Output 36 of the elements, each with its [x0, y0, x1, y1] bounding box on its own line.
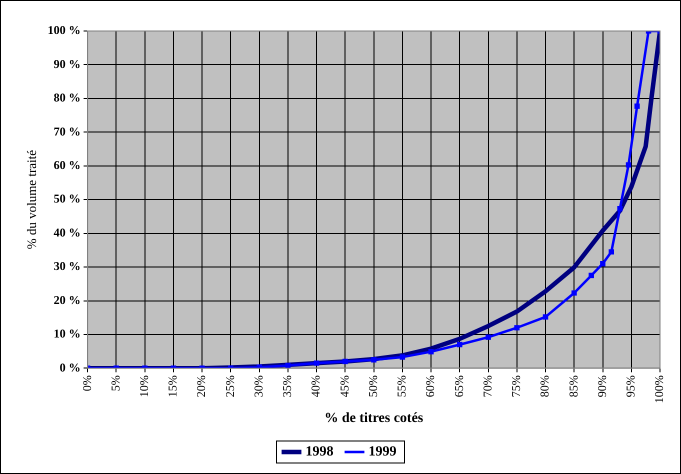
x-axis-title: % de titres cotés	[324, 411, 424, 426]
y-tick-label: 0 %	[60, 360, 81, 374]
y-tick-label: 10 %	[54, 326, 81, 341]
y-tick-label: 80 %	[54, 90, 81, 105]
x-tick-label: 65%	[452, 375, 466, 398]
y-tick-label: 70 %	[54, 124, 81, 138]
y-tick-label: 30 %	[54, 259, 81, 274]
y-tick-label: 20 %	[54, 292, 81, 307]
x-tick-label: 50%	[366, 375, 380, 398]
y-tick-label: 100 %	[48, 23, 81, 38]
legend-label: 1999	[368, 444, 396, 460]
x-tick-label: 30%	[251, 375, 266, 398]
x-tick-label: 55%	[394, 375, 409, 398]
x-tick-label: 25%	[222, 375, 237, 398]
x-tick-label: 95%	[624, 375, 638, 398]
x-tick-label: 40%	[308, 375, 323, 398]
x-tick-label: 5%	[108, 375, 122, 392]
x-tick-label: 75%	[509, 375, 524, 398]
x-tick-label: 0%	[80, 375, 94, 392]
x-tick-label: 90%	[594, 375, 609, 398]
x-tick-label: 10%	[136, 375, 151, 398]
x-tick-label: 80%	[538, 375, 552, 398]
x-tick-label: 70%	[480, 375, 494, 398]
y-tick-label: 40 %	[54, 225, 81, 240]
x-tick-label: 35%	[280, 375, 294, 398]
x-tick-label: 20%	[194, 375, 208, 398]
y-axis-title: % du volume traité	[24, 150, 40, 250]
x-tick-label: 45%	[337, 375, 352, 398]
x-tick-label: 60%	[423, 375, 438, 398]
x-tick-label: 85%	[566, 375, 580, 398]
x-tick-label: 100%	[652, 375, 666, 404]
x-tick-label: 15%	[166, 375, 180, 398]
legend-label: 1998	[306, 444, 334, 460]
y-tick-label: 60 %	[54, 158, 81, 172]
y-tick-label: 50 %	[54, 192, 81, 206]
y-tick-label: 90 %	[54, 56, 81, 71]
